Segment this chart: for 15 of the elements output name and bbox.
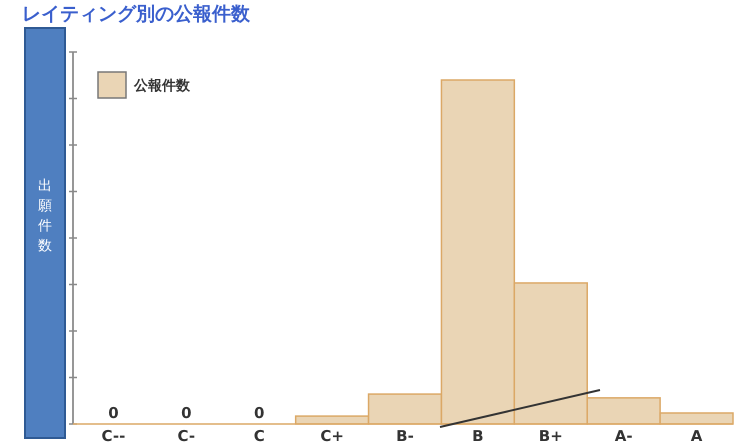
chart-title: レイティング別の公報件数: [22, 3, 251, 25]
x-tick-label: A: [690, 427, 703, 445]
x-tick-label: C-: [178, 427, 196, 445]
x-tick-label: B: [472, 427, 484, 445]
text: 0: [108, 404, 119, 422]
legend-label: 公報件数: [133, 78, 191, 94]
x-tick-label: C: [254, 427, 265, 445]
x-tick-label: C+: [320, 427, 344, 445]
x-tick-label: C--: [102, 427, 126, 445]
x-tick-label: B-: [396, 427, 414, 445]
text: 0: [254, 404, 264, 422]
text: 0: [181, 404, 192, 422]
x-tick-label: B+: [538, 427, 563, 445]
x-tick-label: A-: [614, 427, 633, 445]
y-axis-title: 出願件数: [38, 178, 52, 254]
